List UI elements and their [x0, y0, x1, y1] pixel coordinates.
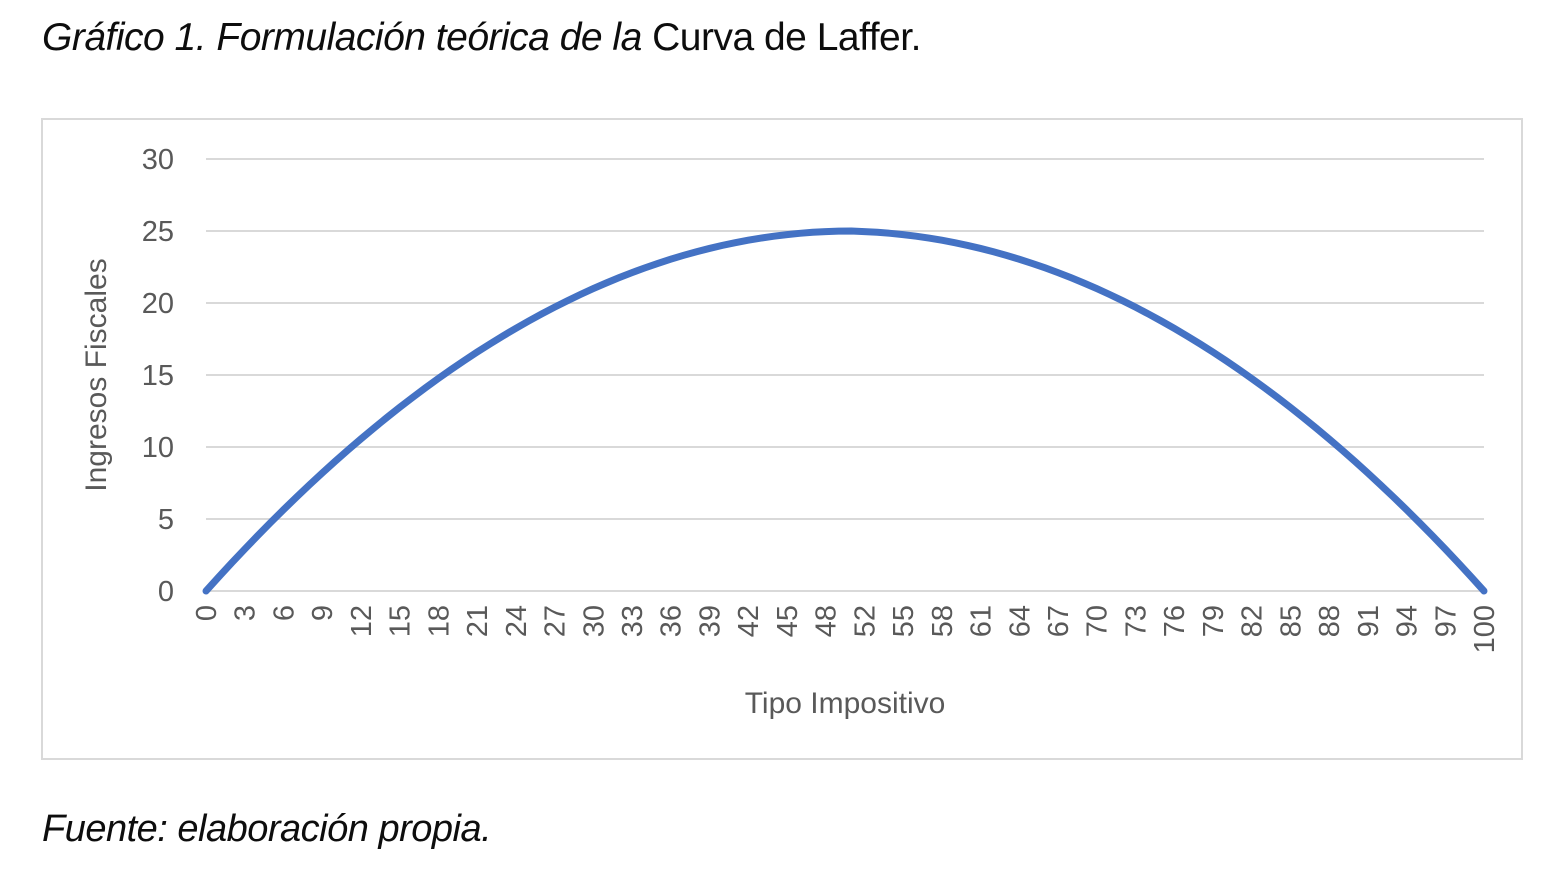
source-note: Fuente: elaboración propia. [42, 808, 492, 850]
x-tick-label: 15 [385, 605, 417, 637]
x-tick-label: 24 [501, 605, 533, 637]
x-tick-label: 67 [1043, 605, 1075, 637]
figure-title-regular-part: Curva de Laffer. [652, 16, 921, 59]
x-tick-label: 76 [1159, 605, 1191, 637]
x-tick-label: 52 [849, 605, 881, 637]
y-tick-label: 20 [142, 288, 174, 320]
x-tick-label: 39 [694, 605, 726, 637]
y-tick-label: 0 [158, 576, 174, 608]
x-tick-label: 82 [1237, 605, 1269, 637]
y-axis-title: Ingresos Fiscales [80, 258, 113, 491]
y-tick-label: 5 [158, 504, 174, 536]
y-tick-label: 10 [142, 432, 174, 464]
y-tick-label: 25 [142, 216, 174, 248]
x-tick-label: 94 [1392, 605, 1424, 637]
gridlines [206, 158, 1484, 592]
x-tick-label: 36 [656, 605, 688, 637]
x-tick-label: 88 [1314, 605, 1346, 637]
figure-title-italic-part: Gráfico 1. Formulación teórica de la [42, 16, 653, 59]
y-axis-tick-labels: 0 5 10 15 20 25 30 [142, 144, 174, 608]
x-axis-title: Tipo Impositivo [745, 687, 946, 720]
x-tick-label: 3 [230, 605, 262, 621]
x-tick-label: 33 [617, 605, 649, 637]
x-tick-label: 85 [1275, 605, 1307, 637]
x-tick-label: 58 [927, 605, 959, 637]
x-tick-label: 55 [888, 605, 920, 637]
x-tick-label: 45 [772, 605, 804, 637]
x-tick-label: 6 [268, 605, 300, 621]
x-axis-tick-labels: 0 3 6 9 12 15 18 21 24 27 30 33 36 39 42 45 48 52 55 58 61 64… [191, 605, 1501, 653]
x-tick-label: 100 [1469, 605, 1501, 653]
x-tick-label: 12 [346, 605, 378, 637]
laffer-chart: 0 5 10 15 20 25 30 0 3 6 9 12 15 18 21 24 27 30 33 36 39 42 4… [41, 118, 1523, 760]
x-tick-label: 30 [578, 605, 610, 637]
x-tick-label: 27 [540, 605, 572, 637]
x-tick-label: 73 [1120, 605, 1152, 637]
x-tick-label: 97 [1430, 605, 1462, 637]
figure-title: Gráfico 1. Formulación teórica de la Cur… [42, 16, 921, 60]
x-tick-label: 48 [811, 605, 843, 637]
x-tick-label: 61 [966, 605, 998, 637]
x-tick-label: 9 [307, 605, 339, 621]
x-tick-label: 21 [462, 605, 494, 637]
x-tick-label: 64 [1004, 605, 1036, 637]
x-tick-label: 79 [1198, 605, 1230, 637]
x-tick-label: 70 [1082, 605, 1114, 637]
x-tick-label: 91 [1353, 605, 1385, 637]
x-tick-label: 0 [191, 605, 223, 621]
laffer-curve-line [202, 227, 1488, 595]
y-tick-label: 15 [142, 360, 174, 392]
x-tick-label: 42 [733, 605, 765, 637]
y-tick-label: 30 [142, 144, 174, 176]
x-tick-label: 18 [423, 605, 455, 637]
